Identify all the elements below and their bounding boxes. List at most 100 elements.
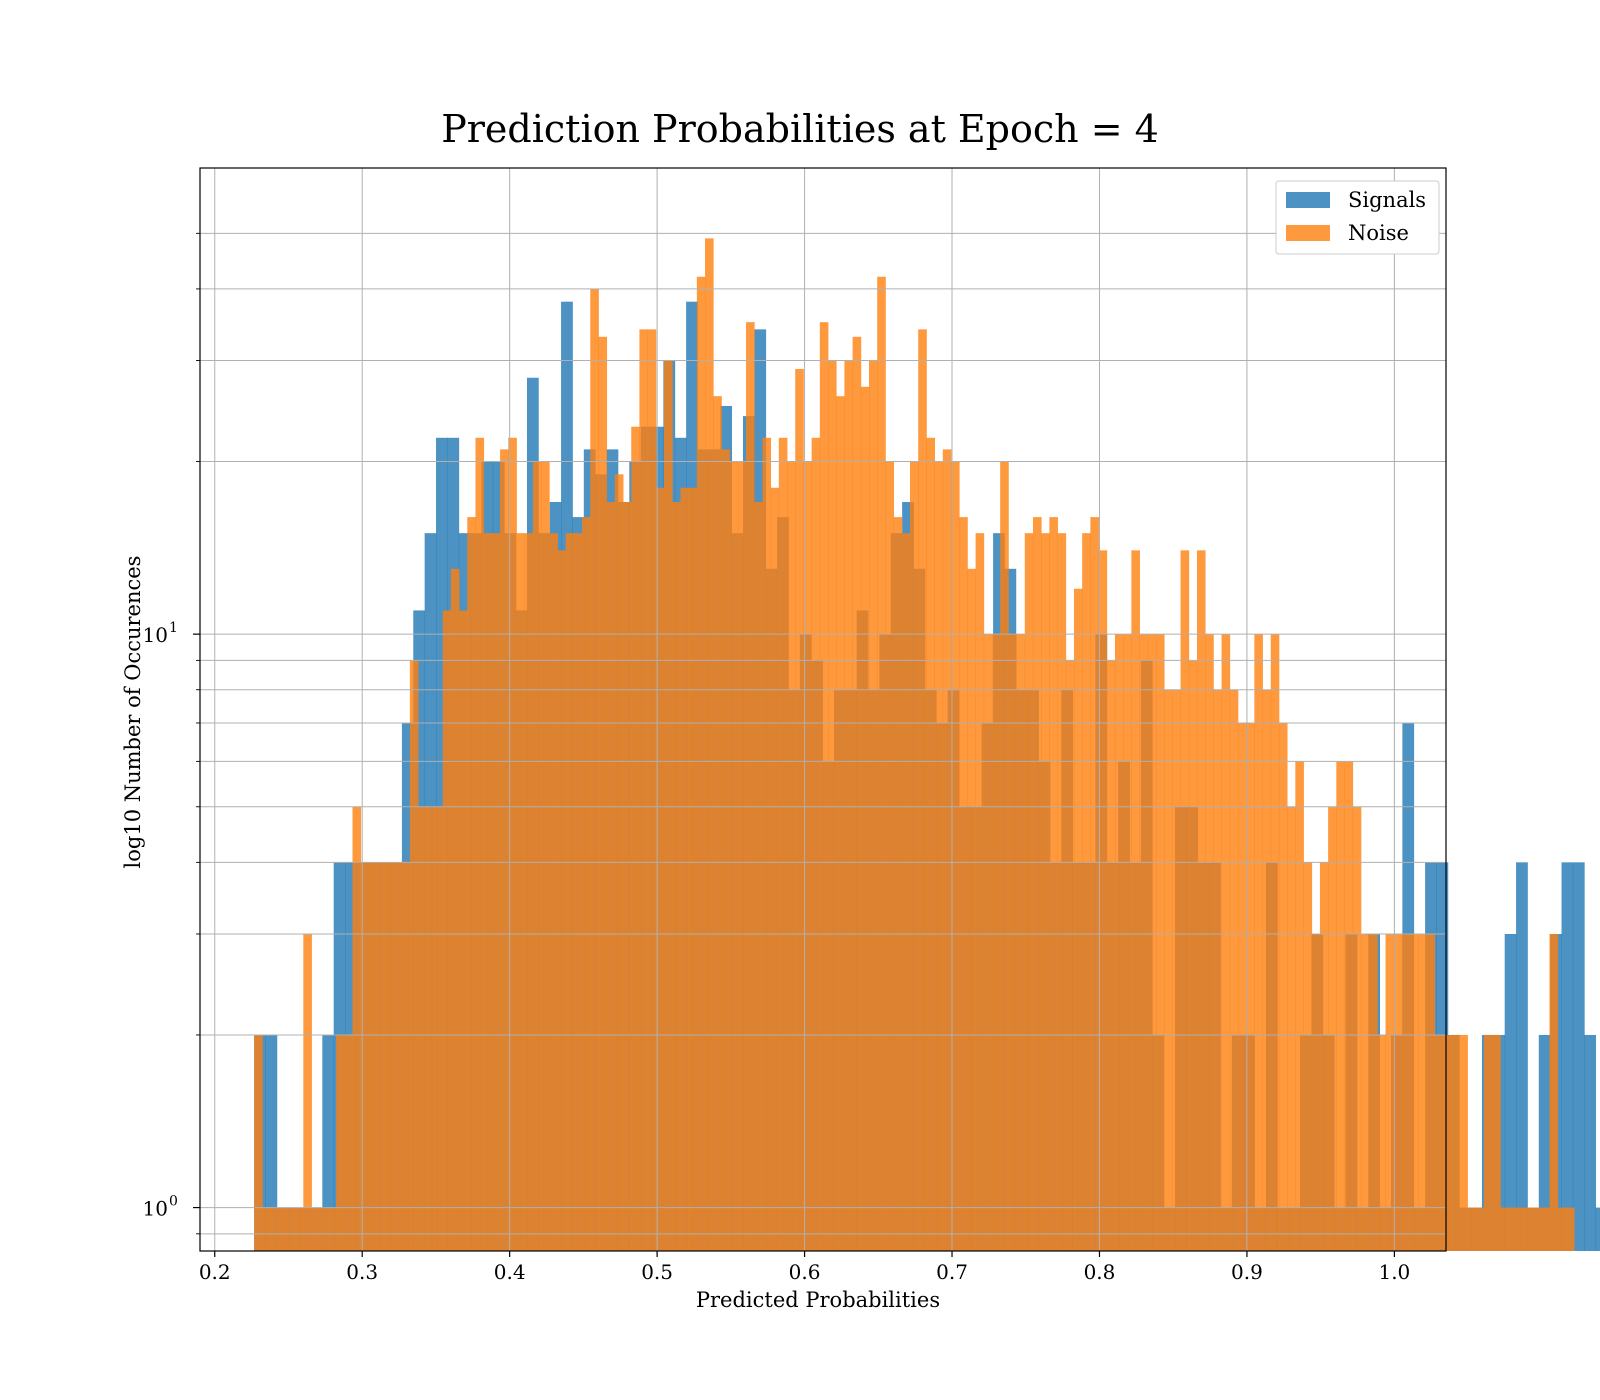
y-axis-label: log10 Number of Occurences — [121, 556, 145, 869]
bar-noise-140 — [1401, 933, 1411, 1251]
bar-noise-149 — [1475, 1207, 1485, 1251]
bar-noise-118 — [1221, 634, 1231, 1251]
bar-noise-74 — [860, 386, 870, 1251]
bar-noise-42 — [598, 336, 608, 1251]
bar-noise-129 — [1311, 933, 1321, 1251]
bar-noise-3 — [278, 1207, 288, 1251]
bar-noise-64 — [778, 437, 788, 1251]
bar-noise-33 — [524, 533, 534, 1251]
bar-noise-103 — [1098, 550, 1108, 1251]
bar-noise-119 — [1229, 689, 1239, 1251]
bar-noise-153 — [1508, 1207, 1518, 1251]
bar-noise-147 — [1459, 1034, 1468, 1251]
bar-noise-51 — [672, 502, 681, 1251]
bar-noise-154 — [1516, 1207, 1526, 1251]
bar-noise-125 — [1278, 722, 1288, 1251]
bar-noise-96 — [1041, 533, 1050, 1251]
histogram-bars — [254, 238, 1600, 1252]
legend-label-signals: Signals — [1348, 188, 1426, 212]
bar-noise-141 — [1410, 933, 1419, 1251]
bar-noise-158 — [1549, 933, 1559, 1251]
bar-noise-94 — [1024, 533, 1034, 1251]
bar-noise-50 — [664, 360, 673, 1251]
legend-label-noise: Noise — [1348, 221, 1409, 245]
bar-noise-40 — [582, 517, 591, 1251]
bar-noise-63 — [770, 487, 780, 1251]
bar-noise-78 — [893, 517, 903, 1251]
bar-noise-121 — [1246, 722, 1255, 1251]
bar-noise-30 — [500, 449, 509, 1251]
bar-noise-148 — [1467, 1207, 1477, 1251]
bar-noise-26 — [467, 517, 476, 1251]
bar-noise-122 — [1254, 634, 1263, 1251]
bar-noise-46 — [631, 426, 640, 1252]
bar-noise-67 — [803, 461, 813, 1251]
bar-noise-136 — [1369, 933, 1378, 1251]
bar-noise-5 — [295, 1207, 304, 1251]
legend-swatch-noise — [1286, 225, 1330, 241]
bar-noise-11 — [344, 1034, 353, 1251]
x-axis-label: Predicted Probabilities — [696, 1288, 940, 1312]
bar-noise-135 — [1360, 933, 1370, 1251]
bar-noise-89 — [983, 634, 993, 1251]
chart-title: Prediction Probabilities at Epoch = 4 — [441, 107, 1159, 151]
bar-noise-17 — [393, 862, 403, 1251]
bar-noise-47 — [639, 329, 649, 1251]
bar-noise-97 — [1049, 517, 1058, 1251]
bar-noise-100 — [1073, 588, 1083, 1251]
bar-noise-72 — [844, 360, 854, 1251]
bar-noise-45 — [623, 502, 632, 1251]
bar-noise-114 — [1188, 660, 1198, 1251]
bar-noise-23 — [442, 610, 452, 1251]
bar-noise-36 — [549, 533, 558, 1251]
bar-noise-104 — [1106, 660, 1116, 1251]
x-tick-label-2: 0.4 — [494, 1260, 526, 1284]
bar-noise-6 — [303, 933, 312, 1251]
bar-signals-115 — [1561, 862, 1574, 1251]
bar-noise-1 — [262, 1207, 271, 1251]
bar-noise-86 — [959, 517, 968, 1251]
bar-noise-143 — [1426, 933, 1436, 1251]
bar-noise-34 — [532, 461, 542, 1251]
bar-noise-15 — [377, 862, 386, 1251]
bar-noise-59 — [737, 461, 747, 1251]
bar-noise-110 — [1155, 634, 1165, 1251]
bar-noise-138 — [1385, 933, 1395, 1251]
bar-noise-101 — [1082, 533, 1091, 1251]
x-tick-label-6: 0.8 — [1084, 1260, 1116, 1284]
bar-noise-142 — [1418, 933, 1427, 1251]
bar-noise-20 — [418, 806, 427, 1251]
bar-noise-70 — [828, 360, 837, 1251]
bar-noise-79 — [901, 533, 911, 1251]
bar-noise-39 — [573, 533, 583, 1251]
bar-noise-157 — [1541, 1207, 1550, 1251]
bar-noise-10 — [336, 1034, 345, 1251]
bar-noise-81 — [918, 329, 927, 1251]
bar-noise-155 — [1524, 1207, 1534, 1251]
bar-signals-111 — [1516, 862, 1528, 1251]
bar-noise-85 — [950, 461, 960, 1251]
legend-swatch-signals — [1286, 192, 1330, 208]
bar-noise-14 — [368, 862, 378, 1251]
bar-signals-117 — [1584, 1034, 1597, 1251]
bar-noise-80 — [910, 461, 919, 1251]
bar-noise-150 — [1483, 1034, 1493, 1251]
bar-noise-111 — [1164, 689, 1173, 1251]
bar-noise-61 — [754, 502, 763, 1251]
bar-noise-2 — [270, 1207, 280, 1251]
bar-noise-28 — [483, 533, 493, 1251]
bar-noise-27 — [475, 437, 485, 1251]
y-tick-exponent-0: 0 — [169, 1194, 178, 1210]
y-tick-label-0: 10 — [143, 1197, 168, 1221]
x-tick-label-7: 0.9 — [1231, 1260, 1263, 1284]
bar-noise-123 — [1262, 689, 1272, 1251]
bar-noise-55 — [705, 238, 714, 1251]
bar-noise-124 — [1270, 634, 1280, 1251]
bar-noise-48 — [647, 329, 657, 1251]
bar-noise-91 — [1000, 461, 1009, 1251]
bar-noise-137 — [1377, 1034, 1386, 1251]
x-tick-label-1: 0.3 — [346, 1260, 378, 1284]
bar-noise-75 — [869, 360, 878, 1251]
legend: Signals Noise — [1275, 180, 1440, 255]
bar-noise-31 — [508, 437, 517, 1251]
